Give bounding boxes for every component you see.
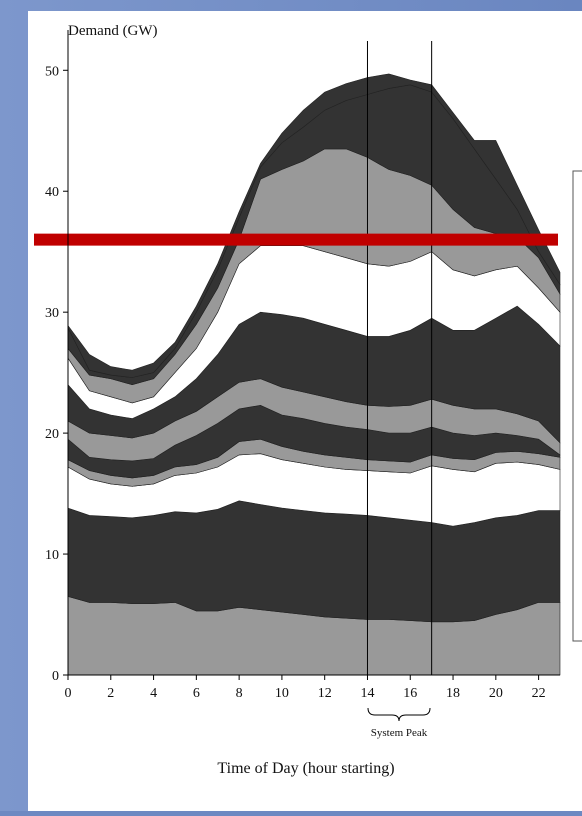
axes: 0 10 20 30 40 50 0 2 4 6 8 10 12 14 16 18 20 22: [45, 30, 560, 701]
demand-band-11: [67, 73, 561, 378]
x-tick-label: 0: [65, 686, 72, 701]
y-tick-label: 10: [45, 548, 59, 563]
y-tick-label: 0: [52, 669, 59, 684]
x-tick-label: 4: [150, 686, 157, 701]
y-tick-label: 50: [45, 64, 59, 79]
x-tick-label: 16: [403, 686, 417, 701]
x-tick-label: 6: [193, 686, 200, 701]
x-axis-label: Time of Day (hour starting): [217, 760, 394, 777]
x-tick-label: 20: [489, 686, 503, 701]
x-tick-label: 18: [446, 686, 460, 701]
x-tick-label: 22: [532, 686, 546, 701]
x-tick-label: 2: [107, 686, 114, 701]
demand-chart: 0 10 20 30 40 50 0 2 4 6 8 10 12 14 16 18 20 22 Demand (G…: [34, 23, 582, 777]
y-tick-label: 30: [45, 306, 59, 321]
x-tick-label: 10: [275, 686, 289, 701]
y-tick-label: 40: [45, 185, 59, 200]
slide-content: 0 10 20 30 40 50 0 2 4 6 8 10 12 14 16 18 20 22 Demand (G…: [28, 11, 582, 811]
x-tick-label: 14: [360, 686, 374, 701]
y-axis-label: Demand (GW): [68, 23, 158, 39]
y-tick-label: 20: [45, 427, 59, 442]
legend-box: [572, 170, 582, 642]
x-tick-label: 8: [236, 686, 243, 701]
system-peak-label: System Peak: [371, 727, 428, 739]
demand-bands: [67, 73, 561, 676]
system-peak-brace: [367, 707, 431, 722]
x-tick-label: 12: [318, 686, 332, 701]
system-peak-lines: [366, 41, 433, 675]
